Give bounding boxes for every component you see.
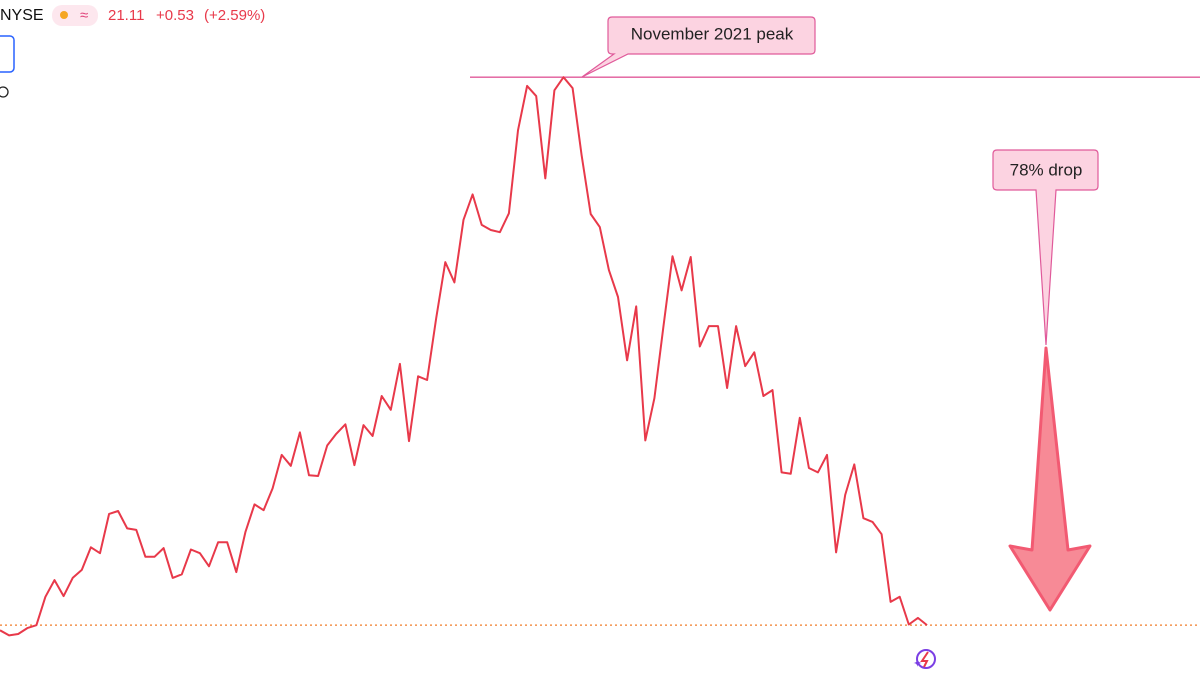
hide-icon[interactable] [0, 86, 9, 98]
plot [0, 76, 1200, 637]
price: 21.11 [108, 7, 144, 24]
drop-arrow [1008, 346, 1092, 612]
side-button[interactable] [0, 35, 15, 73]
svg-text:✦: ✦ [913, 658, 922, 670]
assistant-icon[interactable]: ✦ [913, 649, 936, 670]
annotation-text: November 2021 peak [631, 24, 794, 43]
annotation-drop: 78% drop [992, 149, 1099, 346]
wave-icon: ≈ [80, 7, 88, 24]
sun-icon [60, 11, 68, 19]
price-line [0, 76, 928, 637]
exchange: NYSE [0, 7, 44, 24]
status-pill[interactable] [52, 5, 98, 26]
change: +0.53 [156, 7, 194, 24]
annotation-peak: November 2021 peak [581, 16, 816, 78]
annotation-text: 78% drop [1010, 160, 1083, 179]
change-percent: (+2.59%) [204, 7, 265, 24]
